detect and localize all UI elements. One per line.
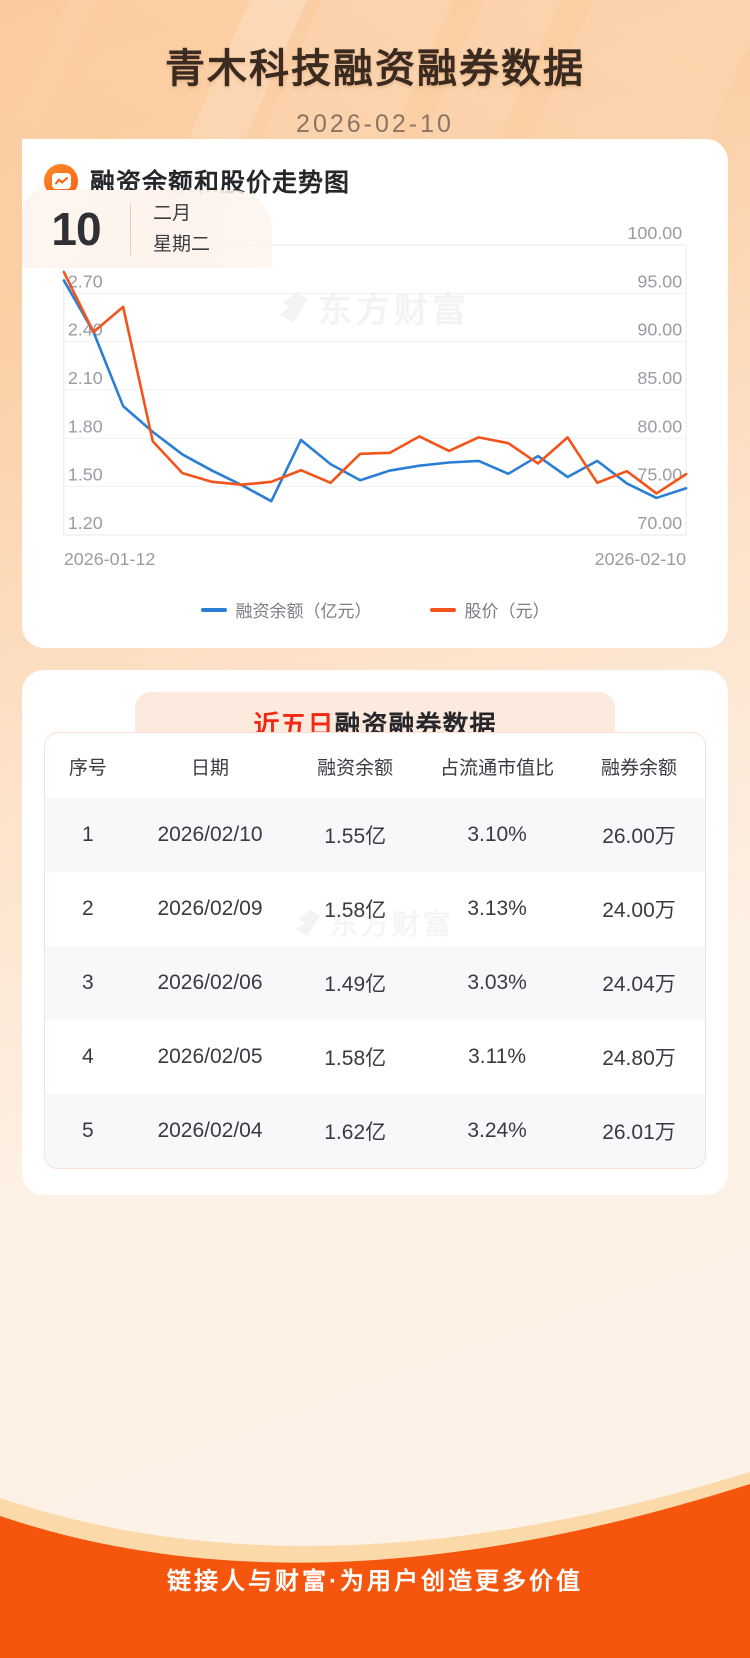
col-header-pct: 占流通市值比	[440, 758, 555, 779]
margin-trading-table: 序号 日期 融资余额 占流通市值比 融券余额 1 2026/02/10 1.55亿 3…	[45, 733, 705, 1168]
chart-legend: 融资余额（亿元） 股价（元）	[22, 597, 728, 622]
legend-item-financing: 融资余额（亿元）	[200, 597, 372, 622]
col-header-balance: 融资余额	[317, 758, 394, 779]
right-axis-tick: 90.00	[637, 320, 682, 340]
table-row: 2 2026/02/09 1.58亿 3.13% 24.00万	[45, 872, 705, 946]
date-day: 10	[51, 203, 101, 255]
cell-date: 2026/02/05	[157, 1045, 263, 1068]
series-line-financing	[62, 279, 688, 503]
cell-sec-balance: 24.04万	[602, 973, 676, 996]
date-tab: 10 二月 星期二	[22, 190, 272, 268]
page-header: 青木科技融资融券数据 2026-02-10	[0, 0, 750, 139]
page-title: 青木科技融资融券数据	[165, 47, 585, 91]
right-axis-tick: 70.00	[637, 513, 682, 533]
cell-sec-balance: 26.00万	[602, 825, 676, 848]
line-chart: 3.00100.002.7095.002.4090.002.1085.001.8…	[62, 223, 688, 569]
left-axis-tick: 2.10	[68, 368, 103, 388]
date-month: 二月	[153, 202, 192, 224]
col-header-index: 序号	[68, 758, 107, 779]
date-divider	[130, 203, 131, 255]
cell-balance: 1.49亿	[324, 973, 387, 996]
legend-label-price: 股价（元）	[464, 602, 550, 621]
cell-sec-balance: 24.00万	[602, 899, 676, 922]
x-axis-end-label: 2026-02-10	[595, 549, 687, 569]
left-axis-tick: 1.50	[68, 465, 103, 485]
cell-sec-balance: 26.01万	[602, 1121, 676, 1144]
cell-date: 2026/02/04	[157, 1119, 263, 1142]
cell-date: 2026/02/09	[157, 897, 263, 920]
left-axis-tick: 1.80	[68, 416, 103, 436]
table-row: 1 2026/02/10 1.55亿 3.10% 26.00万	[45, 798, 705, 872]
cell-pct: 3.24%	[467, 1119, 527, 1142]
cell-index: 2	[82, 897, 94, 920]
date-weekday: 星期二	[153, 234, 211, 255]
cell-sec-balance: 24.80万	[602, 1047, 676, 1070]
cell-index: 3	[82, 971, 94, 994]
page-footer: 链接人与财富·为用户创造更多价值	[0, 1420, 750, 1658]
legend-swatch-price	[429, 607, 456, 612]
x-axis-start-label: 2026-01-12	[64, 549, 156, 569]
left-axis-tick: 2.70	[68, 271, 103, 291]
cell-date: 2026/02/10	[157, 823, 263, 846]
right-axis-tick: 75.00	[637, 465, 682, 485]
right-axis-tick: 100.00	[627, 223, 682, 243]
page-date: 2026-02-10	[296, 110, 454, 138]
legend-item-price: 股价（元）	[429, 597, 550, 622]
date-meta: 二月 星期二	[131, 198, 210, 261]
right-axis-tick: 85.00	[637, 368, 682, 388]
series-line-price	[62, 270, 688, 495]
cell-index: 1	[82, 823, 94, 846]
footer-slogan: 链接人与财富·为用户创造更多价值	[167, 1568, 583, 1595]
cell-pct: 3.10%	[467, 823, 527, 846]
cell-balance: 1.58亿	[324, 1047, 387, 1070]
data-table-box: 东方财富 序号 日期 融资余额 占流通市值比 融券余额 1 2026/02/10 1…	[44, 732, 706, 1169]
table-row: 3 2026/02/06 1.49亿 3.03% 24.04万	[45, 946, 705, 1020]
footer-curve	[0, 1472, 750, 1658]
legend-label-financing: 融资余额（亿元）	[235, 602, 372, 621]
cell-pct: 3.03%	[467, 971, 527, 994]
right-axis-tick: 80.00	[637, 416, 682, 436]
chart-area: 东方财富 3.00100.002.7095.002.4090.002.1085.…	[22, 221, 728, 591]
right-axis-tick: 95.00	[637, 271, 682, 291]
col-header-sec-balance: 融券余额	[600, 758, 677, 779]
cell-balance: 1.55亿	[324, 825, 387, 848]
col-header-date: 日期	[190, 758, 229, 779]
legend-swatch-financing	[200, 607, 227, 612]
table-row: 4 2026/02/05 1.58亿 3.11% 24.80万	[45, 1020, 705, 1094]
cell-index: 5	[82, 1119, 94, 1142]
cell-pct: 3.13%	[467, 897, 527, 920]
table-header-row: 序号 日期 融资余额 占流通市值比 融券余额	[45, 733, 705, 798]
cell-pct: 3.11%	[468, 1045, 527, 1068]
cell-index: 4	[82, 1045, 94, 1068]
zigzag-glyph	[54, 176, 68, 184]
table-row: 5 2026/02/04 1.62亿 3.24% 26.01万	[45, 1094, 705, 1168]
cell-balance: 1.62亿	[324, 1121, 387, 1144]
cell-date: 2026/02/06	[157, 971, 263, 994]
cell-balance: 1.58亿	[324, 899, 387, 922]
left-axis-tick: 1.20	[68, 513, 103, 533]
